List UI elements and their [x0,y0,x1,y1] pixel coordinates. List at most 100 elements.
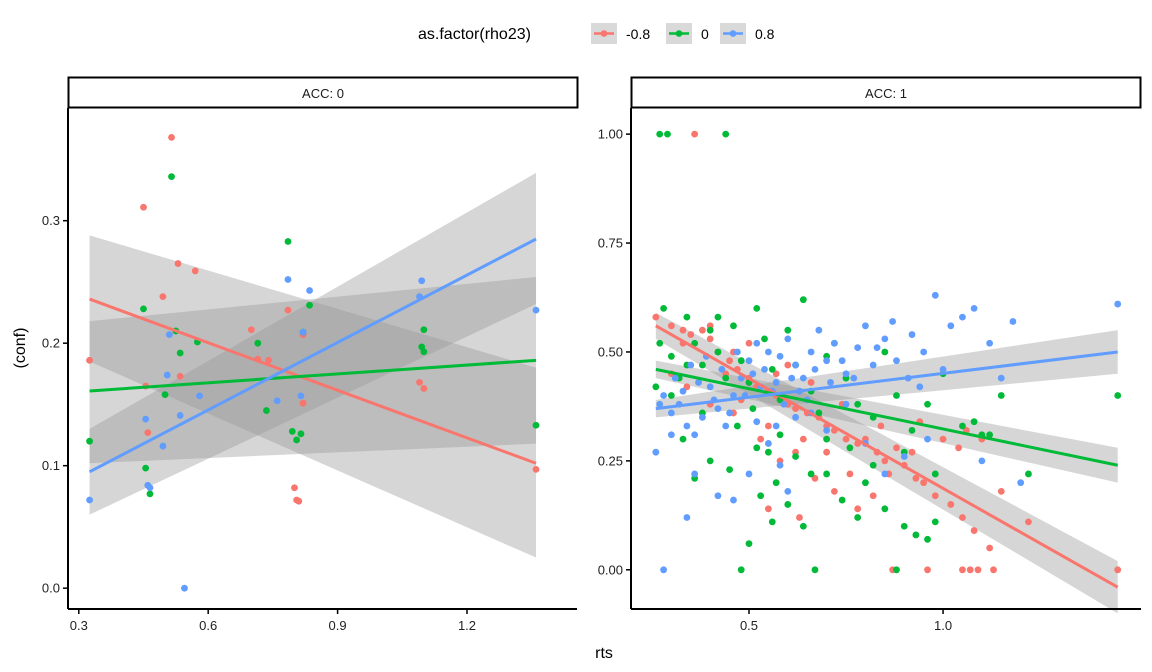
data-point [811,474,819,482]
fit-lines [655,324,1119,589]
data-point [908,448,916,456]
data-point [931,470,939,478]
data-point [799,522,807,530]
data-point [796,514,803,521]
y-tick-label: 0.75 [598,236,623,251]
data-point [784,335,792,343]
data-point [1025,470,1032,478]
data-point [939,435,947,443]
data-point [737,357,745,365]
data-point [532,465,540,473]
data-point [146,484,154,492]
data-point [772,479,780,487]
data-point [667,431,675,439]
axes: 0.5 1.0 0.00 0.25 0.50 0.75 1.00 [598,108,1141,633]
data-point [660,305,668,312]
data-point [667,409,675,417]
data-point [284,276,292,283]
y-tick-label: 0.00 [598,562,623,577]
data-point [889,318,896,325]
data-point [683,422,691,430]
data-point [165,331,173,339]
data-point [140,305,147,313]
data-point [842,370,850,378]
data-point [959,566,966,574]
data-point [873,344,881,352]
data-point [1009,318,1017,325]
data-point [306,287,313,294]
data-point [163,371,171,379]
data-point [1114,566,1122,574]
data-point [284,238,292,245]
data-point [830,339,838,347]
x-axis-title: rts [595,645,613,662]
fit-line-0.8 [88,237,537,474]
data-point [772,422,780,430]
data-point [997,392,1005,399]
data-point [757,435,765,443]
data-point [799,374,807,382]
panel-acc-1: ACC: 1 0.5 1.0 0.00 0.25 0.50 0.75 1.00 [598,76,1142,633]
data-point [706,335,714,343]
data-point [869,361,877,369]
data-point [947,322,955,330]
data-point [181,584,188,592]
data-point [273,397,281,405]
data-point [970,527,978,534]
data-point [722,422,730,430]
data-point [838,357,846,365]
data-point [842,400,850,408]
data-point [1114,392,1122,399]
data-point [420,385,428,392]
data-point [807,348,815,356]
data-point [862,322,869,330]
data-point [695,379,702,386]
legend-label: -0.8 [626,26,650,42]
data-point [168,133,175,141]
legend-key-point [729,30,737,37]
data-point [730,322,737,330]
data-point [893,566,900,574]
data-point [811,365,819,373]
data-point [691,130,699,138]
data-point [306,301,313,309]
data-point [660,566,668,574]
data-point [174,260,182,267]
data-point [947,501,955,508]
data-point [299,328,307,336]
data-point [970,418,978,426]
data-point [706,326,714,334]
x-tick-label: 0.3 [70,618,88,633]
data-point [660,392,668,399]
strip-box [630,76,1142,109]
legend-key-point [600,30,608,37]
data-point [418,277,426,285]
data-point [854,344,862,352]
data-point [830,487,838,495]
x-tick-label: 1.2 [458,618,476,633]
data-point [823,448,831,456]
data-point [532,306,540,314]
data-point [955,444,962,452]
data-point [254,339,262,347]
data-point [86,437,93,445]
data-point [939,365,947,373]
data-point [416,378,423,386]
data-point [176,349,184,357]
data-point [652,383,660,391]
data-point [679,387,687,395]
data-point [730,496,737,504]
data-point [683,383,691,391]
data-point [799,435,807,443]
data-point [86,356,93,364]
data-point [753,444,761,452]
data-point [854,514,862,521]
data-point [420,348,428,356]
points [86,133,540,592]
data-point [869,492,877,500]
data-point [726,357,733,365]
data-point [881,470,889,478]
data-point [291,484,298,492]
data-point [532,421,540,429]
data-point [768,518,776,526]
